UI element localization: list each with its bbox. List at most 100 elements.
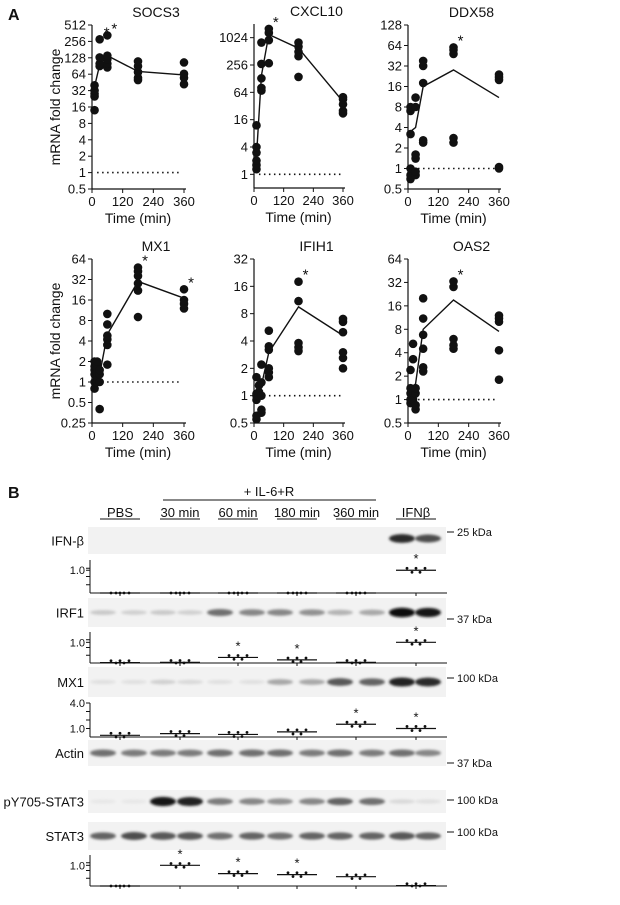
replicate-point [423,882,427,886]
group-label: 30 min [160,505,199,520]
protein-band [90,679,116,685]
data-point [179,284,189,294]
significance-asterisk: * [177,846,182,861]
protein-band [177,796,203,807]
replicate-point [286,871,290,875]
significance-asterisk: * [104,24,110,41]
replicate-point [304,728,308,732]
data-point [449,43,458,52]
data-point [264,326,274,335]
chart-title: CXCL10 [290,3,343,19]
blot-label: IFN-β [51,534,84,549]
replicate-point [418,570,422,574]
replicate-point [114,735,118,739]
replicate-point [295,591,299,595]
data-point [95,34,104,44]
data-point [406,129,415,139]
replicate-point [291,591,295,595]
data-point [411,167,420,176]
replicate-point [127,591,131,595]
replicate-point [304,591,308,595]
replicate-point [299,660,303,664]
y-tick-label: 4.0 [70,698,85,710]
x-tick-label: 360 [488,194,510,209]
y-tick-label: 32 [388,59,402,74]
chart-title: DDX58 [449,4,494,20]
blot-label: MX1 [57,675,84,690]
replicate-point [345,720,349,724]
x-tick-label: 240 [142,194,164,209]
replicate-point [354,720,358,724]
x-tick-label: 120 [112,194,134,209]
replicate-point [410,570,414,574]
y-tick-label: 16 [388,79,402,94]
molecular-weight-marker: 37 kDa [457,614,493,626]
protein-band [150,749,176,757]
y-tick-label: 128 [380,18,402,33]
y-tick-label: 64 [72,67,86,82]
significance-asterisk: * [413,551,418,566]
replicate-point [182,591,186,595]
replicate-point [182,661,186,665]
protein-band [299,832,325,840]
data-point [338,364,348,373]
replicate-point [109,659,113,663]
replicate-point [127,659,131,663]
replicate-point [245,591,249,595]
replicate-point [354,659,358,662]
data-point [411,102,420,112]
x-tick-label: 240 [458,428,480,443]
data-point [103,31,112,40]
y-tick-label: 2 [79,354,86,369]
protein-band [267,679,293,685]
replicate-point [127,884,131,888]
data-point [418,294,428,303]
data-point [494,311,504,320]
replicate-point [236,591,240,595]
data-point [418,344,428,354]
chart-title: OAS2 [453,238,491,254]
x-tick-label: 360 [173,428,195,443]
replicate-point [118,591,122,595]
data-point [294,296,303,306]
blot-stat3: STAT3 100 kDa [45,822,499,850]
replicate-point [291,660,295,664]
protein-band [239,798,265,805]
replicate-point [358,724,362,728]
protein-band [299,798,325,805]
replicate-point [345,873,349,877]
replicate-point [240,657,244,661]
data-point [133,67,143,77]
y-tick-label: 16 [388,298,402,313]
molecular-weight-marker: 100 kDa [457,673,499,685]
quantification-ifn-β: 1.0 * [70,551,447,596]
protein-band [299,749,325,757]
data-point [418,330,428,340]
y-tick-label: 8 [79,116,86,131]
replicate-point [174,661,178,665]
y-tick-label: 0.5 [68,395,86,410]
group-label: IFNβ [402,505,430,520]
y-tick-label: 32 [234,252,248,267]
replicate-point [363,873,367,877]
data-point [257,74,266,83]
replicate-point [295,871,299,875]
x-tick-label: 0 [88,194,95,209]
protein-band [90,832,116,840]
data-point [133,263,143,272]
protein-band [299,679,325,685]
significance-asterisk: * [294,641,299,656]
protein-band [207,679,233,685]
protein-band [389,677,415,687]
protein-band [389,799,415,804]
protein-band [177,832,203,840]
data-point [257,83,266,93]
data-point [411,93,420,102]
x-axis-label: Time (min) [420,210,486,226]
replicate-point [169,591,173,595]
replicate-point [363,591,367,595]
y-tick-label: 4 [79,132,86,147]
protein-band [389,832,415,840]
data-point [408,339,418,349]
